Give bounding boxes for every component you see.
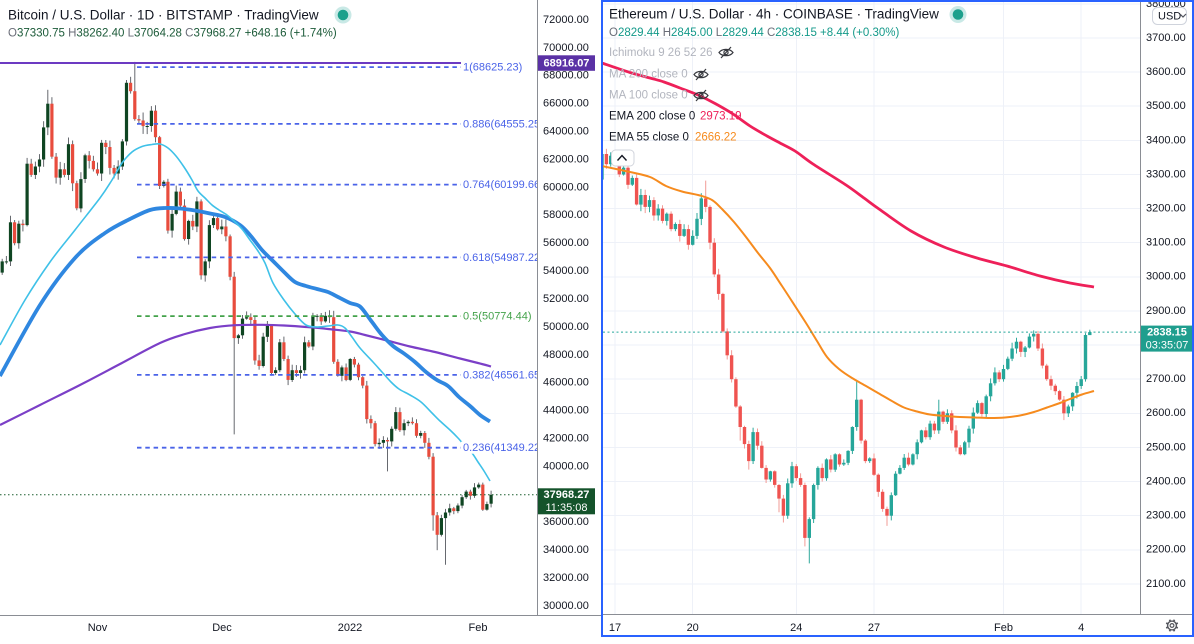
svg-text:2973.19: 2973.19 (700, 111, 742, 123)
svg-text:17: 17 (609, 622, 621, 634)
svg-text:EMA 200 close 0: EMA 200 close 0 (609, 111, 695, 123)
svg-text:MA 100 close 0: MA 100 close 0 (609, 90, 688, 102)
svg-text:2100.00: 2100.00 (1146, 578, 1186, 590)
svg-text:70000.00: 70000.00 (543, 42, 589, 54)
svg-text:3600.00: 3600.00 (1146, 66, 1186, 78)
svg-text:O2829.44 H2845.00 L2829.44 C28: O2829.44 H2845.00 L2829.44 C2838.15 +8.4… (609, 27, 900, 39)
svg-text:20: 20 (687, 622, 699, 634)
svg-text:44000.00: 44000.00 (543, 405, 589, 417)
svg-text:3200.00: 3200.00 (1146, 203, 1186, 215)
svg-text:MA 200 close 0: MA 200 close 0 (609, 69, 688, 81)
svg-text:3100.00: 3100.00 (1146, 237, 1186, 249)
svg-text:60000.00: 60000.00 (543, 181, 589, 193)
svg-text:Ichimoku 9 26 52 26: Ichimoku 9 26 52 26 (609, 47, 713, 59)
svg-text:64000.00: 64000.00 (543, 126, 589, 138)
svg-text:66000.00: 66000.00 (543, 98, 589, 110)
svg-text:68000.00: 68000.00 (543, 70, 589, 82)
svg-text:Nov: Nov (88, 622, 108, 634)
svg-text:0.618(54987.22): 0.618(54987.22) (463, 252, 544, 264)
svg-text:56000.00: 56000.00 (543, 237, 589, 249)
svg-text:50000.00: 50000.00 (543, 321, 589, 333)
svg-text:32000.00: 32000.00 (543, 572, 589, 584)
svg-text:62000.00: 62000.00 (543, 153, 589, 165)
svg-text:24: 24 (790, 622, 802, 634)
svg-text:46000.00: 46000.00 (543, 377, 589, 389)
svg-text:3000.00: 3000.00 (1146, 271, 1186, 283)
svg-text:4: 4 (1078, 622, 1084, 634)
svg-text:3700.00: 3700.00 (1146, 32, 1186, 44)
svg-text:1(68625.23): 1(68625.23) (463, 62, 522, 74)
svg-text:34000.00: 34000.00 (543, 544, 589, 556)
svg-text:2700.00: 2700.00 (1146, 373, 1186, 385)
svg-text:36000.00: 36000.00 (543, 516, 589, 528)
svg-text:72000.00: 72000.00 (543, 14, 589, 26)
svg-text:2400.00: 2400.00 (1146, 476, 1186, 488)
svg-text:EMA 55 close 0: EMA 55 close 0 (609, 132, 689, 144)
svg-text:Dec: Dec (212, 622, 232, 634)
svg-text:54000.00: 54000.00 (543, 265, 589, 277)
svg-text:0.764(60199.66): 0.764(60199.66) (463, 179, 544, 191)
svg-text:0.236(41349.22): 0.236(41349.22) (463, 442, 544, 454)
svg-text:3400.00: 3400.00 (1146, 134, 1186, 146)
svg-text:42000.00: 42000.00 (543, 433, 589, 445)
svg-text:27: 27 (868, 622, 880, 634)
svg-text:Bitcoin / U.S. Dollar · 1D · B: Bitcoin / U.S. Dollar · 1D · BITSTAMP · … (8, 8, 319, 23)
svg-text:30000.00: 30000.00 (543, 600, 589, 612)
svg-text:2500.00: 2500.00 (1146, 441, 1186, 453)
svg-text:2838.15: 2838.15 (1147, 327, 1187, 339)
svg-text:52000.00: 52000.00 (543, 293, 589, 305)
svg-text:USD: USD (1158, 10, 1181, 22)
svg-text:40000.00: 40000.00 (543, 460, 589, 472)
svg-text:Feb: Feb (469, 622, 488, 634)
svg-text:2022: 2022 (338, 622, 362, 634)
svg-text:3800.00: 3800.00 (1146, 0, 1186, 10)
svg-text:0.5(50774.44): 0.5(50774.44) (463, 311, 532, 323)
svg-text:58000.00: 58000.00 (543, 209, 589, 221)
svg-text:3300.00: 3300.00 (1146, 168, 1186, 180)
svg-text:2200.00: 2200.00 (1146, 544, 1186, 556)
svg-text:3500.00: 3500.00 (1146, 100, 1186, 112)
svg-text:2900.00: 2900.00 (1146, 305, 1186, 317)
svg-text:2666.22: 2666.22 (695, 132, 737, 144)
svg-text:11:35:08: 11:35:08 (545, 502, 587, 514)
svg-text:O37330.75 H38262.40 L37064.28: O37330.75 H38262.40 L37064.28 C37968.27 … (8, 28, 337, 40)
svg-text:48000.00: 48000.00 (543, 349, 589, 361)
svg-text:Ethereum / U.S. Dollar · 4h ·: Ethereum / U.S. Dollar · 4h · COINBASE ·… (609, 7, 939, 22)
svg-text:68916.07: 68916.07 (544, 58, 590, 70)
svg-text:37968.27: 37968.27 (544, 489, 590, 501)
svg-text:0.886(64555.25): 0.886(64555.25) (463, 118, 544, 130)
svg-text:03:35:07: 03:35:07 (1146, 340, 1189, 352)
svg-text:Feb: Feb (994, 622, 1013, 634)
svg-text:0.382(46561.65): 0.382(46561.65) (463, 369, 544, 381)
svg-text:2600.00: 2600.00 (1146, 407, 1186, 419)
svg-text:2300.00: 2300.00 (1146, 510, 1186, 522)
